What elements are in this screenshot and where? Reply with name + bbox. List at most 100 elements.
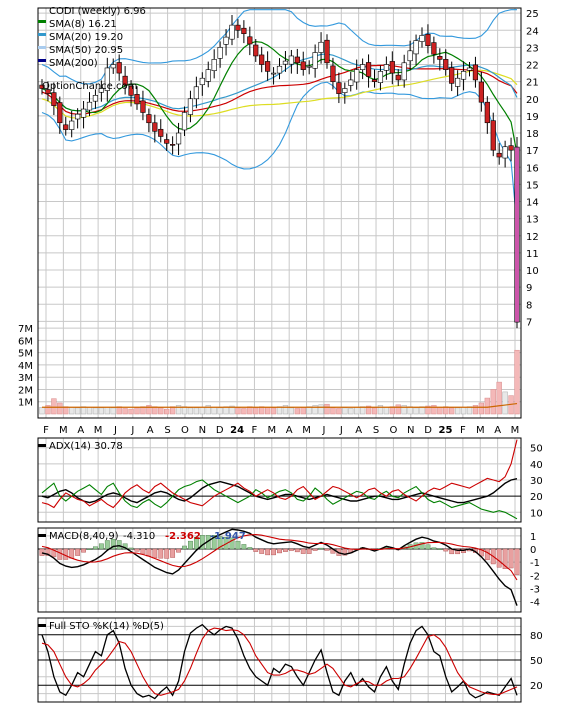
x-tick-label: J	[113, 425, 117, 436]
volume-bar	[502, 391, 508, 415]
candle-body	[104, 67, 110, 91]
x-tick-label: A	[77, 425, 84, 436]
volume-bar	[460, 407, 467, 415]
candle-body	[383, 64, 389, 71]
macd-histogram-bar	[63, 548, 69, 560]
macd-histogram-bar	[176, 548, 181, 553]
price-y-tick: 16	[526, 163, 539, 174]
volume-bar	[45, 405, 51, 415]
legend-macd-histogram: -1.947	[210, 531, 246, 542]
stochastic-panel: 80 50 20	[37, 617, 543, 703]
volume-bar	[359, 406, 366, 415]
sma200-line	[41, 64, 518, 115]
legend-swatch-macd	[38, 534, 46, 537]
macd-histogram-bar	[283, 548, 288, 552]
adx-frame	[37, 437, 522, 523]
sma50-line	[41, 69, 518, 119]
macd-series-line	[41, 534, 518, 581]
volume-bar	[110, 407, 116, 415]
candle-body	[122, 75, 128, 86]
price-y-tick: 23	[526, 43, 539, 54]
sto-frame	[37, 617, 522, 703]
candle-body	[371, 79, 378, 82]
candle-body	[223, 36, 229, 45]
candle-body	[437, 55, 443, 60]
macd-histogram-bar	[455, 548, 461, 555]
candle-body	[449, 67, 455, 84]
candle-body	[205, 69, 211, 82]
volume-bar	[69, 407, 75, 415]
volume-bar	[466, 406, 473, 415]
volume-bar	[193, 407, 200, 415]
price-y-tick: 24	[526, 26, 539, 37]
candle-body	[80, 108, 87, 118]
sto-series-line	[41, 627, 518, 696]
candle-body	[63, 124, 69, 130]
volume-bar	[371, 407, 378, 415]
candle-body	[92, 95, 99, 102]
x-tick-label: M	[59, 425, 68, 436]
macd-histogram-bar	[425, 544, 431, 550]
macd-histogram-bar	[419, 542, 425, 550]
macd-histogram-bar	[188, 540, 193, 550]
legend-swatch-sma200	[38, 59, 46, 62]
volume-bar	[39, 407, 45, 415]
macd-histogram-bar	[110, 538, 116, 550]
candle-body	[57, 102, 63, 124]
candle-body	[478, 81, 484, 103]
volume-y-tick: 2M	[18, 385, 33, 396]
legend-macd-label: MACD(8,40,9)	[49, 531, 119, 542]
candle-body	[181, 112, 188, 131]
volume-bar	[152, 406, 158, 415]
candle-body	[276, 65, 283, 74]
candle-body	[300, 61, 306, 70]
volume-bar	[330, 407, 336, 415]
x-tick-label: F	[252, 425, 258, 436]
macd-histogram-bar	[277, 548, 282, 554]
macd-histogram-bar	[128, 547, 134, 550]
volume-bar	[80, 406, 87, 415]
candle-body	[288, 55, 294, 65]
candle-body	[484, 101, 490, 124]
price-y-tick: 25	[526, 9, 539, 20]
candle-body	[51, 92, 57, 106]
candle-body	[514, 146, 520, 323]
macd-histogram-bar	[75, 548, 81, 556]
candle-body	[395, 74, 401, 81]
x-tick-label: M	[267, 425, 276, 436]
candle-body	[241, 27, 247, 34]
candle-body	[45, 89, 51, 94]
volume-bar	[259, 406, 265, 415]
legend-swatch-sma20	[38, 33, 46, 36]
volume-bar	[472, 405, 479, 415]
sto-legend: Full STO %K(14) %D(5)	[38, 621, 164, 632]
volume-bar	[199, 407, 205, 415]
volume-bar	[241, 408, 247, 415]
candle-body	[413, 40, 419, 55]
volume-bar	[235, 407, 241, 415]
candle-body	[490, 120, 496, 151]
price-y-tick: 7	[526, 317, 532, 328]
macd-histogram-bar	[342, 548, 348, 556]
volume-bar	[205, 405, 211, 415]
volume-bar	[478, 402, 485, 415]
candle-body	[460, 71, 467, 80]
candle-body	[318, 41, 324, 53]
x-tick-label: S	[164, 425, 170, 436]
volume-bar	[128, 408, 134, 415]
candle-body	[128, 85, 134, 96]
macd-histogram-bar	[306, 548, 312, 554]
volume-bar	[211, 407, 217, 415]
x-tick-label: S	[373, 425, 379, 436]
macd-histogram-bar	[288, 548, 294, 551]
candle-body	[140, 100, 146, 113]
macd-histogram-bar	[318, 547, 324, 550]
adx-series-line	[41, 479, 518, 520]
adx-series-line	[41, 439, 518, 509]
volume-bar	[377, 405, 384, 415]
volume-bar	[217, 407, 223, 415]
candle-body	[294, 56, 300, 64]
volume-bar	[312, 405, 318, 415]
volume-bar	[437, 407, 443, 415]
macd-histogram-bar	[247, 547, 253, 550]
